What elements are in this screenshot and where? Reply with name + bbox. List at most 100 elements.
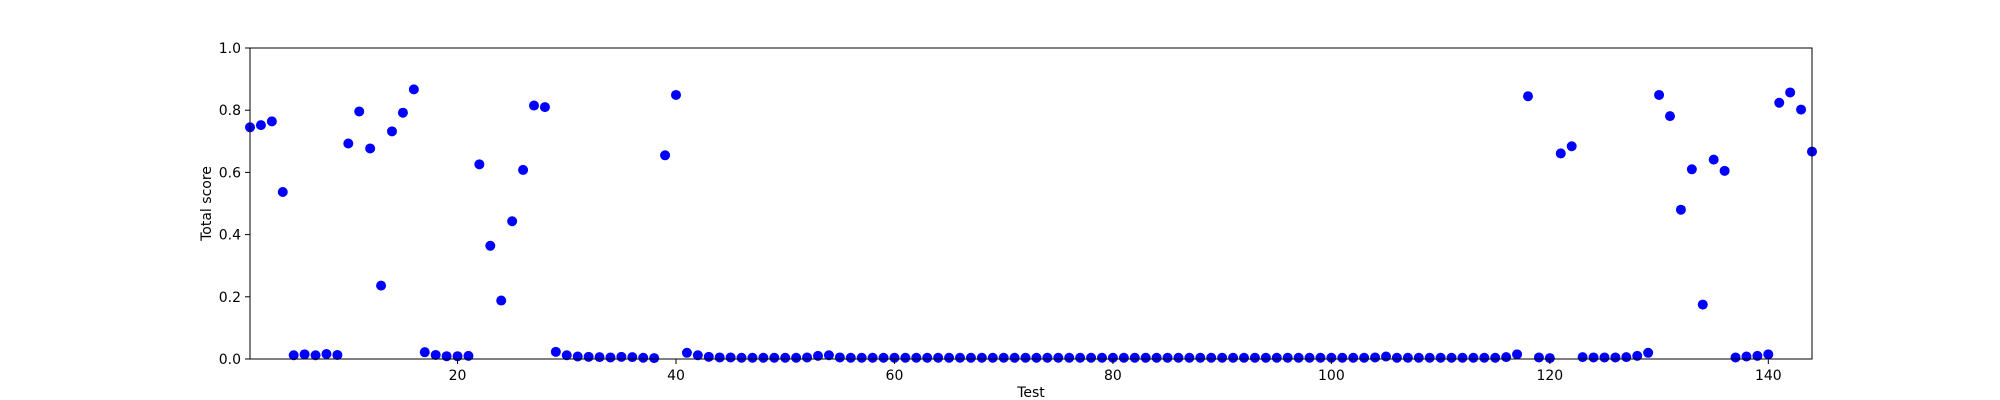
data-point bbox=[496, 295, 507, 306]
data-point bbox=[1446, 352, 1457, 363]
data-point bbox=[791, 352, 802, 363]
data-point bbox=[1140, 352, 1151, 363]
data-point bbox=[681, 347, 692, 358]
data-point bbox=[1370, 352, 1381, 363]
data-point bbox=[561, 350, 572, 361]
data-points-layer bbox=[245, 84, 1817, 364]
data-point bbox=[1086, 352, 1097, 363]
data-point bbox=[660, 150, 671, 161]
data-point bbox=[1042, 352, 1053, 363]
data-point bbox=[310, 350, 321, 361]
data-point bbox=[1173, 352, 1184, 363]
data-point bbox=[518, 164, 529, 175]
data-point bbox=[397, 107, 408, 118]
data-point bbox=[813, 350, 823, 361]
data-point bbox=[1184, 352, 1195, 363]
data-point bbox=[671, 89, 681, 100]
y-tick-label: 0.8 bbox=[219, 103, 241, 119]
data-point bbox=[856, 352, 867, 363]
data-point bbox=[572, 351, 583, 362]
data-point bbox=[430, 349, 441, 360]
data-point bbox=[1610, 352, 1621, 363]
data-point bbox=[1118, 352, 1129, 363]
data-point bbox=[1697, 299, 1708, 310]
x-axis-ticks: 20 40 60 80 100 120 140 bbox=[449, 359, 1782, 384]
y-tick-label: 0.2 bbox=[219, 290, 241, 306]
data-point bbox=[583, 351, 594, 362]
data-point bbox=[1206, 352, 1217, 363]
data-point bbox=[529, 100, 539, 111]
data-point bbox=[1544, 353, 1555, 364]
data-point bbox=[1402, 352, 1413, 363]
data-point bbox=[965, 352, 976, 363]
data-point bbox=[692, 350, 703, 361]
data-point bbox=[780, 352, 791, 363]
data-point bbox=[714, 352, 725, 363]
data-point bbox=[955, 352, 965, 363]
data-point bbox=[507, 216, 518, 227]
data-point bbox=[1621, 352, 1632, 363]
y-tick-label: 0.4 bbox=[219, 228, 241, 244]
data-point bbox=[1228, 352, 1239, 363]
data-point bbox=[463, 350, 474, 361]
data-point bbox=[922, 352, 933, 363]
data-point bbox=[1162, 352, 1173, 363]
data-point bbox=[299, 349, 310, 360]
data-point bbox=[1512, 349, 1523, 360]
data-point bbox=[889, 352, 900, 363]
data-point bbox=[376, 280, 387, 291]
data-point bbox=[736, 352, 747, 363]
data-point bbox=[1490, 352, 1501, 363]
data-point bbox=[878, 352, 889, 363]
data-point bbox=[1774, 97, 1785, 108]
data-point bbox=[867, 352, 878, 363]
data-point bbox=[823, 350, 834, 361]
data-point bbox=[485, 240, 496, 251]
x-tick-label: 60 bbox=[886, 368, 904, 384]
data-point bbox=[539, 102, 550, 113]
data-point bbox=[332, 349, 343, 360]
data-point bbox=[1293, 352, 1304, 363]
data-point bbox=[1796, 104, 1807, 115]
data-point bbox=[998, 352, 1009, 363]
data-point bbox=[1675, 204, 1686, 215]
data-point bbox=[703, 351, 714, 362]
data-point bbox=[441, 351, 452, 362]
data-point bbox=[1588, 352, 1599, 363]
data-point bbox=[1195, 352, 1206, 363]
y-tick-label: 0.6 bbox=[219, 165, 241, 181]
y-axis-label: Total score bbox=[199, 166, 215, 242]
data-point bbox=[845, 352, 856, 363]
data-point bbox=[976, 352, 987, 363]
data-point bbox=[1719, 165, 1730, 176]
data-point bbox=[321, 349, 332, 360]
data-point bbox=[594, 352, 605, 363]
data-point bbox=[365, 143, 376, 154]
x-tick-label: 120 bbox=[1536, 368, 1563, 384]
data-point bbox=[1632, 350, 1643, 361]
data-point bbox=[1391, 352, 1402, 363]
data-point bbox=[1009, 352, 1020, 363]
data-point bbox=[1555, 148, 1566, 159]
data-point bbox=[1020, 352, 1031, 363]
data-point bbox=[1359, 352, 1370, 363]
data-point bbox=[1282, 352, 1293, 363]
data-point bbox=[627, 352, 638, 363]
y-tick-label: 1.0 bbox=[219, 41, 241, 57]
y-tick-label: 0.0 bbox=[219, 352, 241, 368]
data-point bbox=[725, 352, 736, 363]
data-point bbox=[1479, 352, 1490, 363]
y-axis-ticks: 0.0 0.2 0.4 0.6 0.8 1.0 bbox=[219, 41, 250, 368]
data-point bbox=[1075, 352, 1086, 363]
data-point bbox=[1129, 352, 1140, 363]
data-point bbox=[1686, 164, 1697, 175]
data-point bbox=[550, 346, 561, 357]
x-tick-label: 80 bbox=[1104, 368, 1122, 384]
data-point bbox=[474, 159, 485, 170]
data-point bbox=[1097, 352, 1107, 363]
data-point bbox=[288, 350, 299, 361]
data-point bbox=[1785, 87, 1796, 98]
data-point bbox=[354, 106, 365, 117]
data-point bbox=[1730, 352, 1741, 363]
data-point bbox=[1381, 351, 1391, 362]
